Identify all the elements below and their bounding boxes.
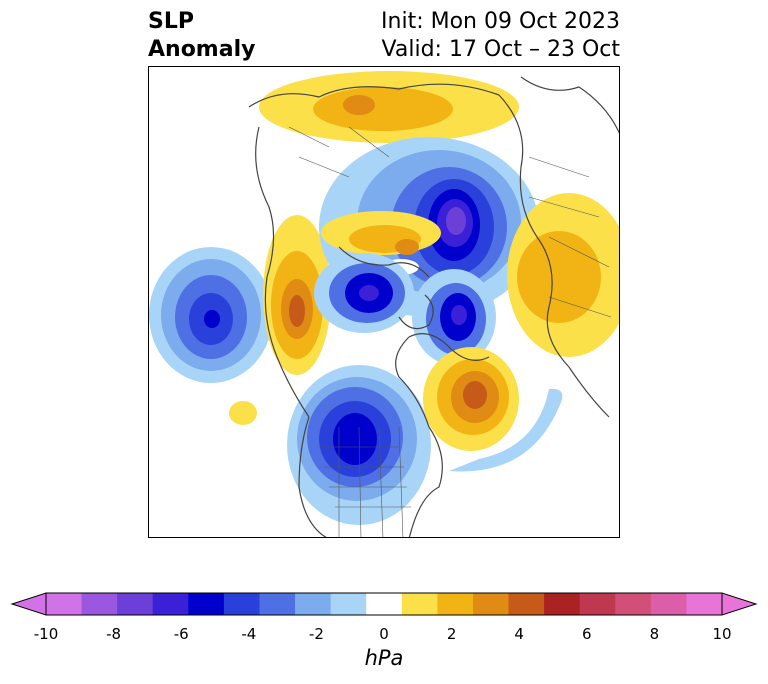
anomaly-siberian-low <box>412 269 496 365</box>
anomaly-aleutian-high <box>229 401 257 425</box>
colorbar-segment <box>46 593 83 615</box>
colorbar-tick-label: 6 <box>582 625 592 643</box>
anomaly-north-pacific-low <box>149 247 273 383</box>
colorbar-tick-label: -2 <box>308 625 324 643</box>
colorbar-segment <box>544 593 581 615</box>
colorbar-tick-label: 8 <box>649 625 660 643</box>
colorbar-unit-label: hPa <box>364 646 404 670</box>
coastlines <box>248 76 619 537</box>
colorbar-segment <box>223 593 260 615</box>
anomaly-atlantic-low <box>449 388 563 472</box>
colorbar-segment <box>508 593 545 615</box>
colorbar-tick-label: -6 <box>173 625 189 643</box>
colorbar-segment <box>650 593 687 615</box>
colorbar-segment <box>437 593 474 615</box>
map-title-right: Init: Mon 09 Oct 2023 Valid: 17 Oct – 23… <box>381 8 620 64</box>
colorbar-segment <box>579 593 616 615</box>
colorbar-tick-label: 4 <box>514 625 524 643</box>
colorbar-segment <box>152 593 189 615</box>
anomaly-canadian-arctic-low <box>314 253 414 333</box>
colorbar-outline <box>45 592 723 616</box>
colorbar-segment <box>401 593 438 615</box>
colorbar-segment <box>330 593 367 615</box>
anomaly-north-america-low <box>287 365 431 525</box>
init-date-label: Init: Mon 09 Oct 2023 <box>381 9 620 34</box>
colorbar-segment <box>686 593 723 615</box>
colorbar-segment <box>117 593 154 615</box>
colorbar-segment <box>188 593 225 615</box>
colorbar-tick-label: 2 <box>446 625 457 643</box>
anomaly-alaska-high <box>263 215 331 375</box>
colorbar-segment <box>472 593 510 615</box>
colorbar-tick-label: 0 <box>379 625 389 643</box>
colorbar-segment <box>615 593 652 615</box>
anomaly-north-atlantic-high <box>423 347 519 451</box>
colorbar-extend-max <box>721 592 758 616</box>
colorbar-segment <box>81 593 118 615</box>
colorbar-tick-label: -4 <box>241 625 257 643</box>
anomaly-greenland-high <box>321 211 441 275</box>
borders <box>288 126 612 537</box>
map-title-left: SLP Anomaly <box>148 8 255 64</box>
colorbar-segment <box>259 593 296 615</box>
colorbar-extend-min <box>10 592 47 616</box>
colorbar-tick-label: 10 <box>712 625 732 643</box>
colorbar-tick-label: -8 <box>106 625 122 643</box>
colorbar-segment <box>366 593 403 615</box>
title-field-type: Anomaly <box>148 37 256 62</box>
anomaly-map <box>149 71 619 537</box>
map-panel <box>148 66 620 538</box>
anomaly-arctic-ocean-high <box>259 71 519 143</box>
colorbar-segment <box>295 593 332 615</box>
title-field-name: SLP <box>148 9 194 34</box>
colorbar <box>0 580 768 680</box>
colorbar-svg <box>10 592 758 616</box>
valid-range-label: Valid: 17 Oct – 23 Oct <box>381 37 620 62</box>
colorbar-tick-label: -10 <box>33 625 59 643</box>
